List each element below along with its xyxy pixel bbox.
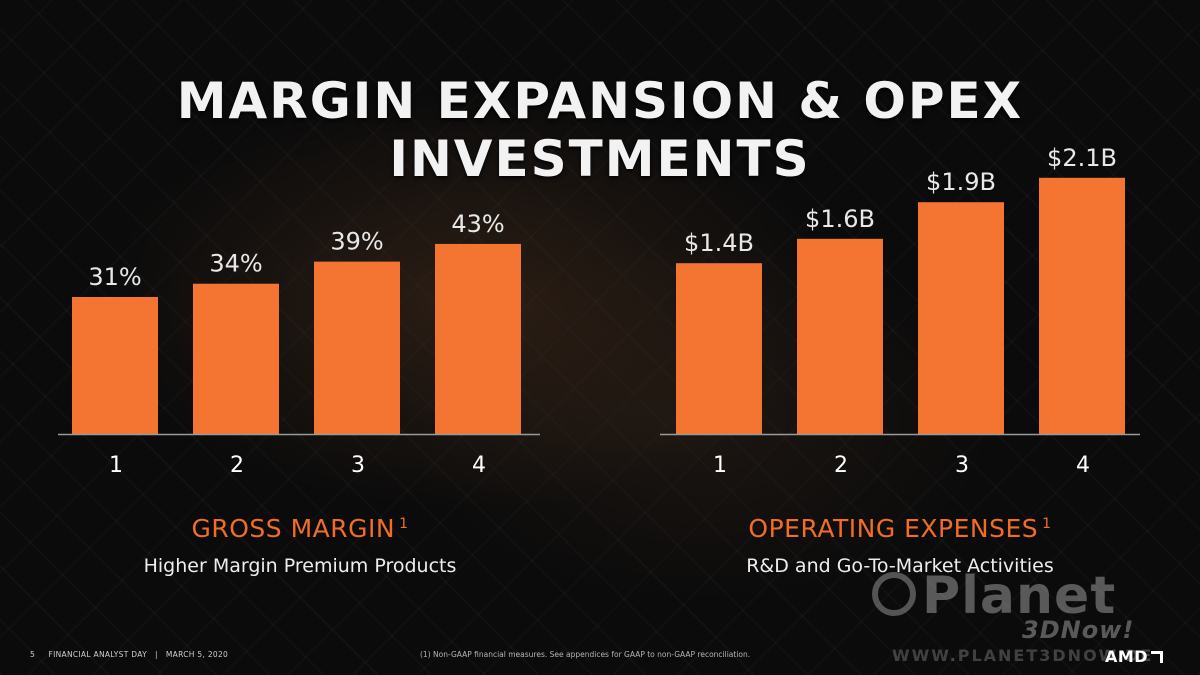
operating-expenses-chart: $1.4B 1 $1.6B 2 $1.9B 3 $2.1B 4 — [660, 144, 1140, 478]
amd-logo: AMD — [1105, 647, 1164, 666]
operating-expenses-value-label-1: $1.4B — [684, 229, 754, 257]
amd-arrow-icon — [1151, 651, 1164, 663]
gross-margin-bar-2 — [193, 283, 279, 434]
operating-expenses-value-label-4: $2.1B — [1047, 144, 1117, 172]
footnote-marker: 1 — [1042, 516, 1052, 532]
footnote: (1) Non-GAAP financial measures. See app… — [420, 650, 751, 659]
gross-margin-tick-label-1: 1 — [109, 453, 123, 478]
operating-expenses-value-label-2: $1.6B — [805, 205, 875, 233]
operating-expenses-tick-label-4: 4 — [1076, 453, 1090, 478]
operating-expenses-bar-2 — [797, 238, 883, 434]
operating-expenses-bar-3 — [918, 202, 1004, 434]
amd-logo-text: AMD — [1105, 647, 1149, 666]
watermark: Planet 3DNow! WWW.PLANET3DNOW.DE — [872, 566, 1192, 666]
gross-margin-tick-label-2: 2 — [230, 453, 244, 478]
gross-margin-tick-label-3: 3 — [351, 453, 365, 478]
watermark-sub: 3DNow! — [1022, 616, 1135, 644]
operating-expenses-tick-label-2: 2 — [834, 453, 848, 478]
gross-margin-bar-3 — [314, 261, 400, 434]
watermark-brand: Planet — [922, 566, 1117, 626]
gross-margin-value-label-2: 34% — [209, 250, 262, 278]
footer-info: 5 FINANCIAL ANALYST DAY | MARCH 5, 2020 — [30, 650, 228, 659]
gross-margin-chart: 31% 1 34% 2 39% 3 43% 4 — [58, 210, 540, 478]
gross-margin-value-label-1: 31% — [88, 263, 141, 291]
operating-expenses-tick-label-3: 3 — [955, 453, 969, 478]
operating-expenses-tick-label-1: 1 — [713, 453, 727, 478]
slide-title: MARGIN EXPANSION & OPEX INVESTMENTS — [176, 72, 1024, 188]
event-name: FINANCIAL ANALYST DAY — [48, 650, 147, 659]
gross-margin-subtitle: Higher Margin Premium Products — [143, 555, 457, 577]
operating-expenses-bar-1 — [676, 263, 762, 434]
gross-margin-tick-label-4: 4 — [472, 453, 486, 478]
gross-margin-title: GROSS MARGIN 1 — [20, 514, 580, 543]
operating-expenses-bar-4 — [1039, 177, 1125, 435]
operating-expenses-value-label-3: $1.9B — [926, 168, 996, 196]
gross-margin-title-text: GROSS MARGIN — [191, 514, 396, 543]
event-date: MARCH 5, 2020 — [165, 650, 229, 659]
operating-expenses-title-text: OPERATING EXPENSES — [748, 514, 1039, 543]
operating-expenses-title: OPERATING EXPENSES 1 — [620, 514, 1180, 543]
gross-margin-value-label-4: 43% — [451, 210, 504, 238]
gross-margin-bar-1 — [72, 296, 158, 434]
footnote-marker: 1 — [399, 516, 409, 532]
gross-margin-bar-4 — [435, 243, 521, 434]
gross-margin-value-label-3: 39% — [330, 228, 383, 256]
watermark-url: WWW.PLANET3DNOW.DE — [892, 646, 1154, 665]
watermark-logo-icon — [872, 572, 916, 616]
operating-expenses-subtitle: R&D and Go-To-Market Activities — [746, 555, 1054, 577]
footer-separator: | — [155, 650, 158, 659]
page-number: 5 — [30, 650, 36, 659]
